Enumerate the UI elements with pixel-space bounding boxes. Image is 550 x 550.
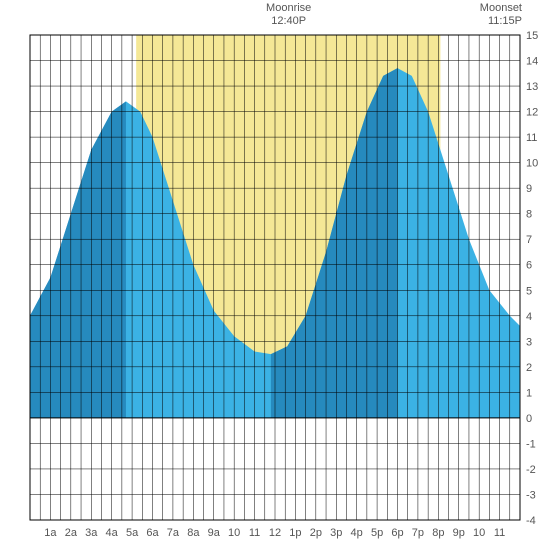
svg-text:-1: -1: [526, 438, 536, 450]
svg-text:9a: 9a: [208, 527, 221, 539]
svg-text:-2: -2: [526, 464, 536, 476]
svg-text:3: 3: [526, 336, 532, 348]
svg-text:3p: 3p: [330, 527, 342, 539]
svg-text:5: 5: [526, 285, 532, 297]
svg-text:12: 12: [269, 527, 281, 539]
svg-text:8: 8: [526, 209, 532, 221]
svg-text:-4: -4: [526, 515, 536, 527]
svg-text:5a: 5a: [126, 527, 139, 539]
svg-text:10: 10: [228, 527, 240, 539]
svg-text:0: 0: [526, 413, 532, 425]
svg-text:6a: 6a: [146, 527, 159, 539]
svg-text:4p: 4p: [351, 527, 363, 539]
svg-text:8p: 8p: [432, 527, 444, 539]
svg-text:15: 15: [526, 30, 538, 42]
svg-text:11: 11: [249, 527, 260, 539]
svg-text:7a: 7a: [167, 527, 180, 539]
svg-text:10: 10: [526, 158, 538, 170]
svg-text:9p: 9p: [453, 527, 465, 539]
svg-text:5p: 5p: [371, 527, 383, 539]
svg-text:7p: 7p: [412, 527, 424, 539]
svg-text:1: 1: [526, 387, 532, 399]
svg-text:11: 11: [494, 527, 505, 539]
svg-text:4: 4: [526, 311, 532, 323]
svg-text:3a: 3a: [85, 527, 98, 539]
svg-text:1p: 1p: [289, 527, 301, 539]
svg-text:9: 9: [526, 183, 532, 195]
moonrise-time: 12:40P: [259, 15, 319, 28]
moonset-label: Moonset 11:15P: [480, 2, 522, 28]
svg-text:12: 12: [526, 107, 538, 119]
svg-text:11: 11: [526, 132, 537, 144]
moonset-title: Moonset: [480, 2, 522, 15]
svg-text:4a: 4a: [106, 527, 119, 539]
svg-text:1a: 1a: [44, 527, 57, 539]
moonrise-label: Moonrise 12:40P: [259, 2, 319, 28]
svg-text:6p: 6p: [391, 527, 403, 539]
svg-text:8a: 8a: [187, 527, 200, 539]
svg-text:7: 7: [526, 234, 532, 246]
svg-text:2: 2: [526, 362, 532, 374]
svg-text:14: 14: [526, 56, 538, 68]
svg-text:6: 6: [526, 260, 532, 272]
tide-chart: -4-3-2-101234567891011121314151a2a3a4a5a…: [0, 0, 550, 550]
svg-text:2a: 2a: [65, 527, 78, 539]
svg-text:10: 10: [473, 527, 485, 539]
svg-text:2p: 2p: [310, 527, 322, 539]
svg-text:-3: -3: [526, 489, 536, 501]
moonrise-title: Moonrise: [259, 2, 319, 15]
svg-text:13: 13: [526, 81, 538, 93]
moonset-time: 11:15P: [480, 15, 522, 28]
